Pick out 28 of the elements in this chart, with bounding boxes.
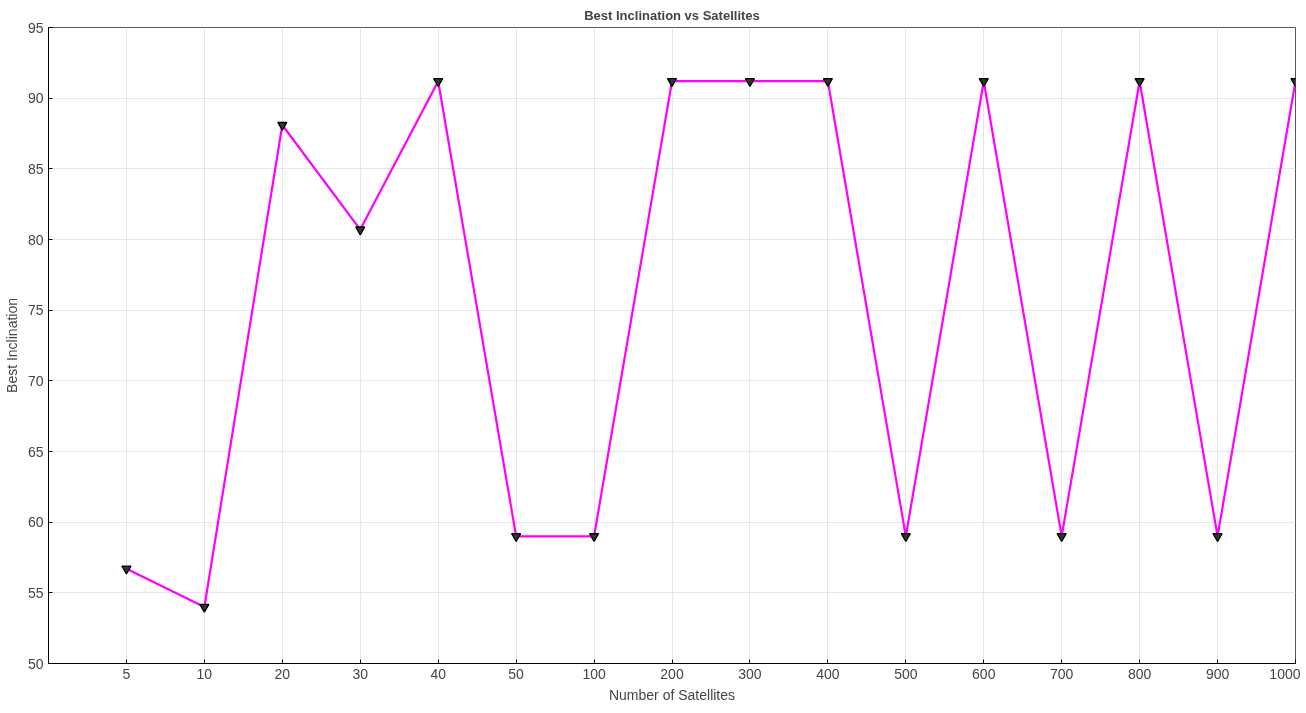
- y-tick-label: 55: [27, 584, 44, 601]
- x-tick-label: 500: [894, 665, 918, 682]
- x-tick-label: 30: [352, 665, 369, 682]
- x-tick-label: 40: [430, 665, 447, 682]
- x-tick-label: 5: [122, 665, 131, 682]
- x-tick-label: 1000: [1269, 665, 1301, 682]
- chart-title: Best Inclination vs Satellites: [584, 7, 760, 23]
- x-tick-label: 20: [274, 665, 291, 682]
- x-axis-title: Number of Satellites: [608, 686, 736, 703]
- x-tick-label: 100: [582, 665, 606, 682]
- y-tick-label: 85: [27, 160, 44, 177]
- y-tick-label: 90: [27, 90, 44, 107]
- x-tick-label: 400: [816, 665, 840, 682]
- x-tick-label: 200: [660, 665, 684, 682]
- y-tick-label: 95: [27, 19, 44, 36]
- x-tick-label: 900: [1205, 665, 1230, 682]
- y-axis-title: Best Inclination: [3, 298, 20, 393]
- y-tick-label: 75: [27, 302, 44, 319]
- x-tick-label: 600: [972, 665, 996, 682]
- y-tick-label: 60: [27, 514, 44, 531]
- x-tick-label: 800: [1127, 665, 1152, 682]
- x-tick-label: 300: [738, 665, 762, 682]
- x-tick-label: 700: [1050, 665, 1074, 682]
- y-tick-label: 70: [27, 372, 44, 389]
- y-tick-label: 65: [27, 443, 44, 460]
- y-tick-label: 80: [27, 231, 44, 248]
- x-tick-label: 50: [508, 665, 525, 682]
- x-tick-label: 10: [196, 665, 213, 682]
